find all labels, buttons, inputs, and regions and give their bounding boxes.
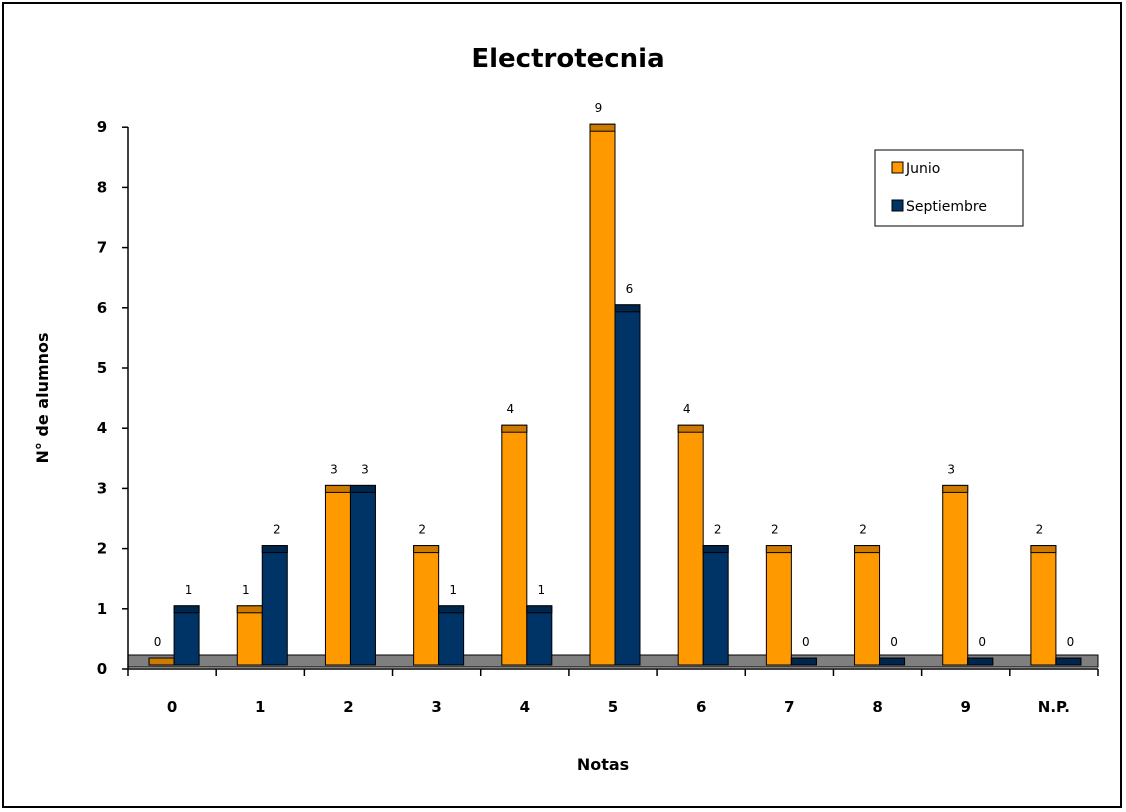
bar-junio-top <box>413 545 440 554</box>
bar-junio <box>413 545 440 666</box>
bar-junio-top <box>854 545 881 554</box>
x-axis-ticks: 0 1 2 3 4 5 6 7 8 9 N.P. <box>127 669 1099 716</box>
bar-septiembre-top <box>173 605 200 614</box>
legend: Junio Septiembre <box>874 149 1024 227</box>
data-label-junio: 2 <box>859 523 867 537</box>
legend-swatch <box>891 161 904 174</box>
data-labels: 0 1 1 2 3 3 2 1 4 1 9 6 4 2 2 0 2 0 3 0 2 0 <box>154 101 1074 649</box>
y-tick-label: 6 <box>97 299 107 317</box>
chart-title: Electrotecnia <box>471 44 664 74</box>
data-label-septiembre: 0 <box>978 635 986 649</box>
data-label-septiembre: 0 <box>890 635 898 649</box>
data-label-junio: 0 <box>154 635 162 649</box>
bar-junio-top <box>942 484 969 493</box>
y-tick-label: 3 <box>97 479 107 497</box>
y-tick-label: 1 <box>97 600 107 618</box>
data-label-junio: 2 <box>418 523 426 537</box>
bar-junio-top <box>501 424 528 433</box>
bar-septiembre <box>261 545 288 666</box>
bar-septiembre-top <box>261 545 288 554</box>
bar-septiembre-top <box>614 304 641 313</box>
x-tick-label: 6 <box>696 698 706 716</box>
bars <box>148 123 1082 666</box>
x-tick-label: 2 <box>343 698 353 716</box>
bar-junio-top <box>765 545 792 554</box>
bar-septiembre-top <box>349 484 376 493</box>
bar-septiembre-top <box>967 657 994 666</box>
y-tick-label: 4 <box>97 419 107 437</box>
data-label-junio: 4 <box>506 402 514 416</box>
legend-label: Junio <box>905 161 940 177</box>
bar-junio <box>942 484 969 666</box>
data-label-junio: 2 <box>1036 523 1044 537</box>
bar-junio-top <box>236 605 263 614</box>
x-tick-label: 1 <box>255 698 265 716</box>
y-tick-label: 2 <box>97 540 107 558</box>
data-label-septiembre: 0 <box>802 635 810 649</box>
x-tick-label: 3 <box>431 698 441 716</box>
data-label-septiembre: 3 <box>361 462 369 476</box>
bar-septiembre-top <box>438 605 465 614</box>
bar-septiembre <box>349 484 376 666</box>
data-label-junio: 9 <box>595 101 603 115</box>
data-label-junio: 3 <box>947 462 955 476</box>
x-tick-label: 5 <box>608 698 618 716</box>
data-label-junio: 2 <box>771 523 779 537</box>
bar-junio-top <box>677 424 704 433</box>
bar-junio-top <box>1030 545 1057 554</box>
bar-septiembre-top <box>526 605 553 614</box>
x-tick-label: 8 <box>872 698 882 716</box>
y-tick-label: 9 <box>97 118 107 136</box>
bar-junio <box>501 424 528 666</box>
y-tick-label: 0 <box>97 660 107 678</box>
data-label-septiembre: 2 <box>714 523 722 537</box>
x-tick-label: 7 <box>784 698 794 716</box>
data-label-septiembre: 6 <box>626 282 634 296</box>
bar-junio-top <box>148 657 175 666</box>
bar-junio-top <box>324 484 351 493</box>
x-tick-label: 4 <box>520 698 530 716</box>
bar-junio-top <box>589 123 616 132</box>
axes <box>127 127 1098 670</box>
bar-septiembre <box>438 605 465 666</box>
bar-septiembre <box>702 545 729 666</box>
x-tick-label: N.P. <box>1038 698 1070 716</box>
x-tick-label: 9 <box>961 698 971 716</box>
y-tick-label: 7 <box>97 239 107 257</box>
bar-junio <box>324 484 351 666</box>
x-axis-title: Notas <box>577 755 629 774</box>
bar-septiembre-top <box>790 657 817 666</box>
bar-septiembre <box>173 605 200 666</box>
legend-swatch <box>891 199 904 212</box>
bar-septiembre <box>614 304 641 666</box>
data-label-septiembre: 0 <box>1067 635 1075 649</box>
bar-junio <box>1030 545 1057 666</box>
bar-junio <box>236 605 263 666</box>
bar-septiembre <box>526 605 553 666</box>
bar-junio <box>589 123 616 666</box>
y-axis-title: N° de alumnos <box>33 332 52 463</box>
legend-label: Septiembre <box>906 199 987 215</box>
data-label-septiembre: 2 <box>273 523 281 537</box>
data-label-septiembre: 1 <box>185 583 193 597</box>
y-tick-label: 8 <box>97 178 107 196</box>
bar-junio <box>765 545 792 666</box>
bar-septiembre-top <box>879 657 906 666</box>
data-label-septiembre: 1 <box>537 583 545 597</box>
y-axis-ticks: 0 1 2 3 4 5 6 7 8 9 <box>97 118 128 678</box>
bar-septiembre-top <box>702 545 729 554</box>
data-label-junio: 4 <box>683 402 691 416</box>
data-label-septiembre: 1 <box>449 583 457 597</box>
y-tick-label: 5 <box>97 359 107 377</box>
data-label-junio: 3 <box>330 462 338 476</box>
bar-septiembre-top <box>1055 657 1082 666</box>
x-tick-label: 0 <box>167 698 177 716</box>
data-label-junio: 1 <box>242 583 250 597</box>
bar-junio <box>854 545 881 666</box>
bar-junio <box>677 424 704 666</box>
